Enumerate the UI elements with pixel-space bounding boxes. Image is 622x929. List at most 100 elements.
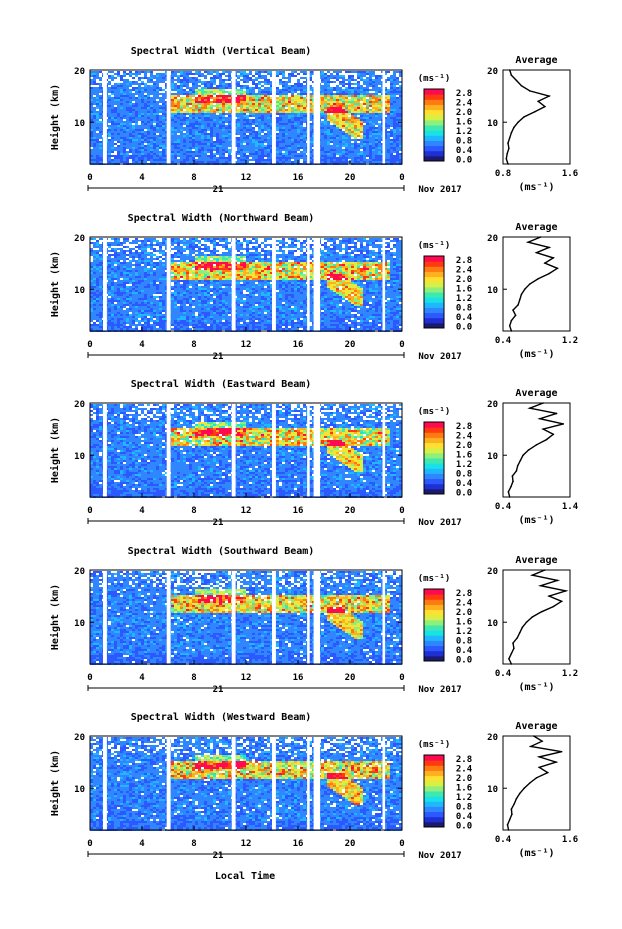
colorbar-tick-label: 0.0: [456, 822, 472, 832]
colorbar-swatch: [424, 458, 444, 464]
colorbar-swatch: [424, 645, 444, 652]
colorbar-swatch: [424, 109, 444, 116]
colorbar-tick-label: 2.8: [456, 589, 472, 599]
profile-point: [508, 69, 511, 71]
y-tick-label: 20: [74, 67, 85, 77]
profile-point: [510, 663, 513, 665]
colorbar-swatch: [424, 307, 444, 314]
x-tick-label: 16: [293, 340, 304, 350]
colorbar-tick-label: 2.4: [456, 266, 473, 276]
colorbar-tick-label: 2.4: [456, 99, 473, 109]
profile-frame: [502, 402, 571, 498]
x-tick-label: 0: [399, 173, 404, 183]
colorbar-swatch: [424, 437, 444, 444]
x-tick-label: 8: [191, 506, 196, 516]
data-gap: [307, 70, 310, 164]
profile-title: Average: [515, 222, 557, 233]
x-tick-label: 8: [191, 673, 196, 683]
profile-point: [539, 584, 542, 587]
colorbar-swatch: [424, 130, 444, 136]
colorbar-tick-label: 2.0: [456, 108, 472, 118]
colorbar-tick-label: 1.6: [456, 118, 472, 128]
colorbar-tick-label: 2.8: [456, 422, 472, 432]
y-tick-label: 10: [74, 119, 85, 129]
profile-point: [508, 324, 511, 327]
colorbar-tick-label: 1.6: [456, 618, 472, 628]
x-tick-label: 0: [87, 839, 92, 849]
profile-point: [540, 610, 543, 613]
colorbar-swatch: [424, 256, 444, 262]
x-tick-label: 20: [345, 506, 356, 516]
x-tick-label: 12: [241, 173, 252, 183]
profile-point: [548, 95, 550, 97]
x-tick-label: 0: [87, 173, 92, 183]
data-gap: [382, 570, 386, 664]
profile-point: [523, 288, 526, 291]
x-tick-label: 12: [241, 673, 252, 683]
colorbar-swatch: [424, 312, 444, 319]
profile-point: [535, 776, 538, 779]
profile-point: [523, 116, 525, 118]
colorbar: 2.82.42.01.61.20.80.40.0: [423, 588, 473, 666]
profile-x-tick-label: 0.4: [495, 669, 512, 679]
colorbar-swatch: [424, 155, 444, 162]
profile-point: [513, 126, 515, 129]
colorbar-swatch: [424, 635, 444, 641]
colorbar-tick-label: 1.2: [456, 460, 472, 470]
profile-point: [519, 459, 522, 462]
colorbar-swatch: [424, 140, 444, 147]
profile-frame: [502, 569, 571, 665]
heatmap-cells: [90, 571, 402, 665]
colorbar-swatch: [424, 322, 444, 329]
data-gap: [272, 570, 276, 664]
x-tick-label: 0: [87, 340, 92, 350]
date-day-label: 21: [213, 851, 224, 861]
profile-point: [515, 79, 518, 82]
colorbar-frame: [423, 255, 445, 329]
date-month-year-label: Nov 2017: [418, 185, 461, 195]
profile-point: [508, 496, 511, 498]
x-tick-label: 0: [399, 673, 404, 683]
date-month-year-label: Nov 2017: [418, 518, 461, 528]
x-tick-label: 0: [87, 506, 92, 516]
profile-y-tick-label: 10: [487, 619, 498, 629]
profile-point: [529, 90, 531, 92]
profile-x-label: (ms⁻¹): [518, 515, 554, 526]
profile-point: [552, 433, 555, 436]
data-gap: [103, 237, 107, 331]
profile-point: [535, 251, 538, 254]
profile-point: [510, 330, 513, 332]
data-gap: [103, 403, 107, 497]
panel-2: Spectral Width (Northward Beam) 20 10 Heigh…: [49, 212, 578, 362]
colorbar-swatch: [424, 145, 444, 152]
data-gap: [307, 736, 310, 830]
date-day-label: 21: [213, 518, 224, 528]
colorbar-tick-label: 0.4: [456, 646, 473, 656]
profile-point: [512, 309, 514, 311]
profile-point: [511, 475, 514, 477]
profile-x-label: (ms⁻¹): [518, 182, 554, 193]
profile-y-tick-label: 20: [487, 400, 498, 410]
colorbar-swatch: [424, 286, 444, 293]
data-gap: [313, 570, 321, 664]
panel-3: Spectral Width (Eastward Beam) 20 10 Height…: [49, 378, 579, 528]
colorbar-tick-label: 0.8: [456, 470, 472, 480]
profile-point: [508, 657, 510, 660]
profile-point: [517, 121, 519, 124]
profile-point: [535, 443, 538, 446]
colorbar-tick-label: 1.6: [456, 451, 472, 461]
profile-point: [512, 642, 514, 644]
colorbar-swatch: [424, 785, 444, 792]
colorbar-unit: (ms⁻¹): [418, 407, 451, 417]
colorbar-swatch: [424, 589, 444, 595]
profile-title: Average: [515, 555, 557, 566]
colorbar-swatch: [424, 297, 444, 303]
profile-y-tick-label: 20: [487, 234, 498, 244]
profile-y-tick-label: 20: [487, 67, 498, 77]
colorbar-swatch: [424, 150, 444, 157]
data-gap: [103, 736, 107, 830]
colorbar-swatch: [424, 483, 444, 490]
x-tick-label: 12: [241, 340, 252, 350]
profile-title: Average: [515, 388, 557, 399]
profile-point: [520, 293, 523, 296]
